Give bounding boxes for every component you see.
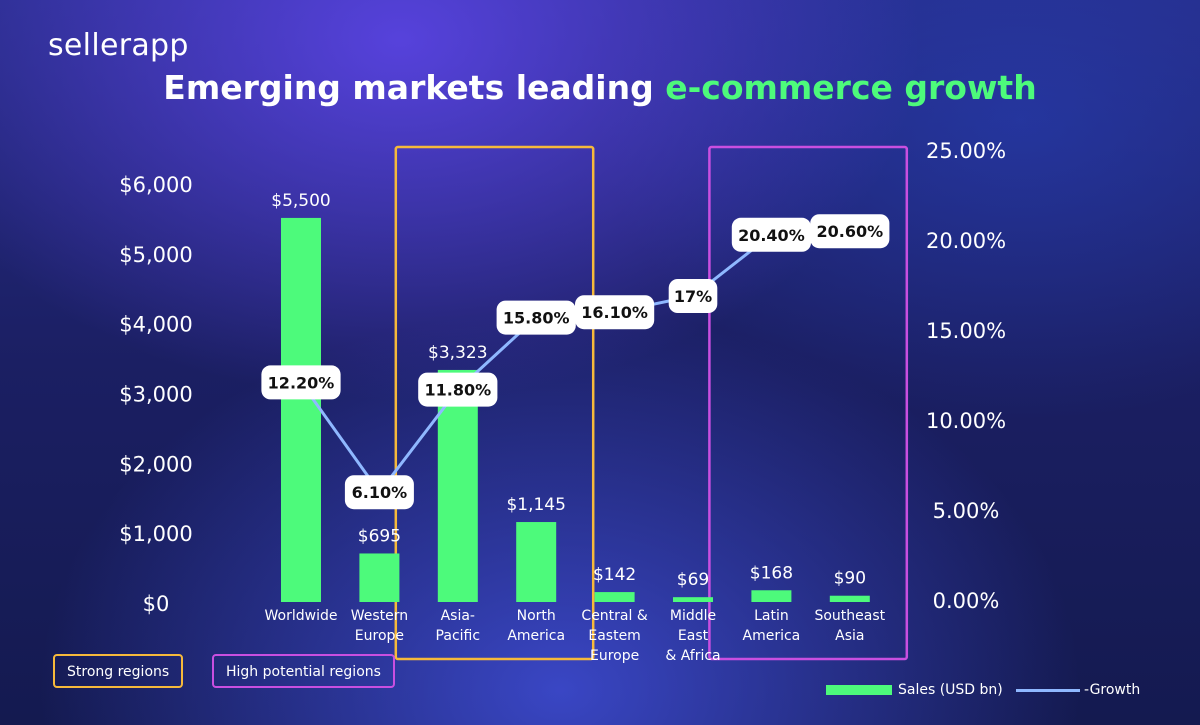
bar-value-label: $1,145 [506,495,565,515]
bar-value-label: $69 [677,570,709,590]
growth-line-series [298,228,853,495]
bar-value-label: $90 [834,569,866,589]
growth-label-text: 6.10% [352,483,408,502]
chart-title: Emerging markets leading e-commerce grow… [0,68,1200,107]
sales-legend-key: Sales (USD bn) [826,682,1003,698]
bar-value-labels: $5,500 $695 $3,323 $1,145 $142 $69 $168 $90 [271,191,866,590]
sellerapp-logo: sellerapp [48,28,189,63]
x-tick-label: Western Europe [351,608,408,644]
y-right-tick-label: 15.00% [926,319,1006,343]
y-right-tick-label: 25.00% [926,139,1006,163]
y-left-tick-label: $1,000 [119,522,192,546]
x-tick-label: North America [507,608,565,644]
growth-label-box [261,365,341,400]
growth-legend-key: -Growth [1016,682,1140,698]
growth-label-text: 16.10% [581,303,648,322]
bar-value-label: $168 [750,563,793,583]
x-tick-label: Latin America [743,608,801,644]
high-potential-regions-legend: High potential regions [212,654,395,688]
growth-legend-label: -Growth [1084,682,1141,698]
growth-label-box [731,217,811,252]
bar [751,590,792,602]
bar-value-label: $5,500 [271,191,330,211]
bar [594,592,635,602]
growth-label: 6.10% [344,475,414,510]
bar [516,522,557,602]
growth-label-text: 12.20% [268,373,335,392]
y-left-tick-label: $0 [143,592,170,616]
bar [359,553,400,602]
growth-label: 17% [668,279,718,313]
sales-swatch [826,685,892,695]
y-left-tick-label: $5,000 [119,243,192,267]
x-tick-label: Southeast Asia [814,608,885,644]
growth-value-labels: 12.20% 6.10% 11.80% 15.80% 16.10% 17% 20.40% 20… [261,214,890,510]
bar [673,597,713,602]
y-left-tick-label: $2,000 [119,452,192,476]
growth-label: 11.80% [418,372,498,407]
growth-label-box [496,300,576,335]
growth-label-text: 20.60% [816,222,883,241]
growth-label-box [810,214,890,249]
growth-line-swatch [1016,688,1080,692]
y-left-tick-label: $4,000 [119,313,192,337]
x-tick-label: Central & Eastem Europe [581,608,647,664]
x-tick-label: Middle East & Africa [665,608,720,664]
y-axis-right: 0.00% 5.00% 10.00% 15.00% 20.00% 25.00% [926,139,1006,613]
growth-label: 16.10% [575,295,655,330]
y-right-tick-label: 10.00% [926,409,1006,433]
region-group-box-0 [394,145,595,661]
growth-label-box [418,372,498,407]
region-group-boxes [394,145,909,661]
growth-label-text: 20.40% [738,226,805,245]
bar-value-label: $3,323 [428,343,487,363]
bar [281,217,321,602]
x-tick-label: Worldwide [265,608,338,624]
growth-line [299,229,850,494]
bar-series [281,217,870,602]
x-axis-labels: Worldwide Western Europe Asia-Pacific North A… [265,608,886,664]
bar [829,595,870,602]
bar-value-label: $142 [593,565,636,585]
x-tick-label: Asia-Pacific [436,608,481,644]
growth-label: 20.60% [810,214,890,249]
sales-legend-label: Sales (USD bn) [898,682,1003,698]
y-right-tick-label: 20.00% [926,229,1006,253]
y-right-tick-label: 5.00% [933,499,1000,523]
growth-label: 20.40% [731,217,811,252]
y-right-tick-label: 0.00% [933,589,1000,613]
growth-label-box [575,295,655,330]
strong-regions-legend: Strong regions [53,654,184,688]
y-left-tick-label: $6,000 [119,173,192,197]
title-main-text: Emerging markets leading [163,68,666,107]
growth-label-box [668,279,718,313]
bar-value-label: $695 [358,526,401,546]
growth-label-text: 15.80% [503,309,570,328]
title-accent-text: e-commerce growth [665,68,1037,107]
growth-label-text: 11.80% [424,381,491,400]
growth-label: 12.20% [261,365,341,400]
growth-label: 15.80% [496,300,576,335]
y-left-tick-label: $3,000 [119,383,192,407]
growth-label-text: 17% [674,287,712,306]
growth-label-box [344,475,414,510]
region-group-box-1 [708,145,909,661]
y-axis-left: $0 $1,000 $2,000 $3,000 $4,000 $5,000 $6,000 [119,173,192,616]
